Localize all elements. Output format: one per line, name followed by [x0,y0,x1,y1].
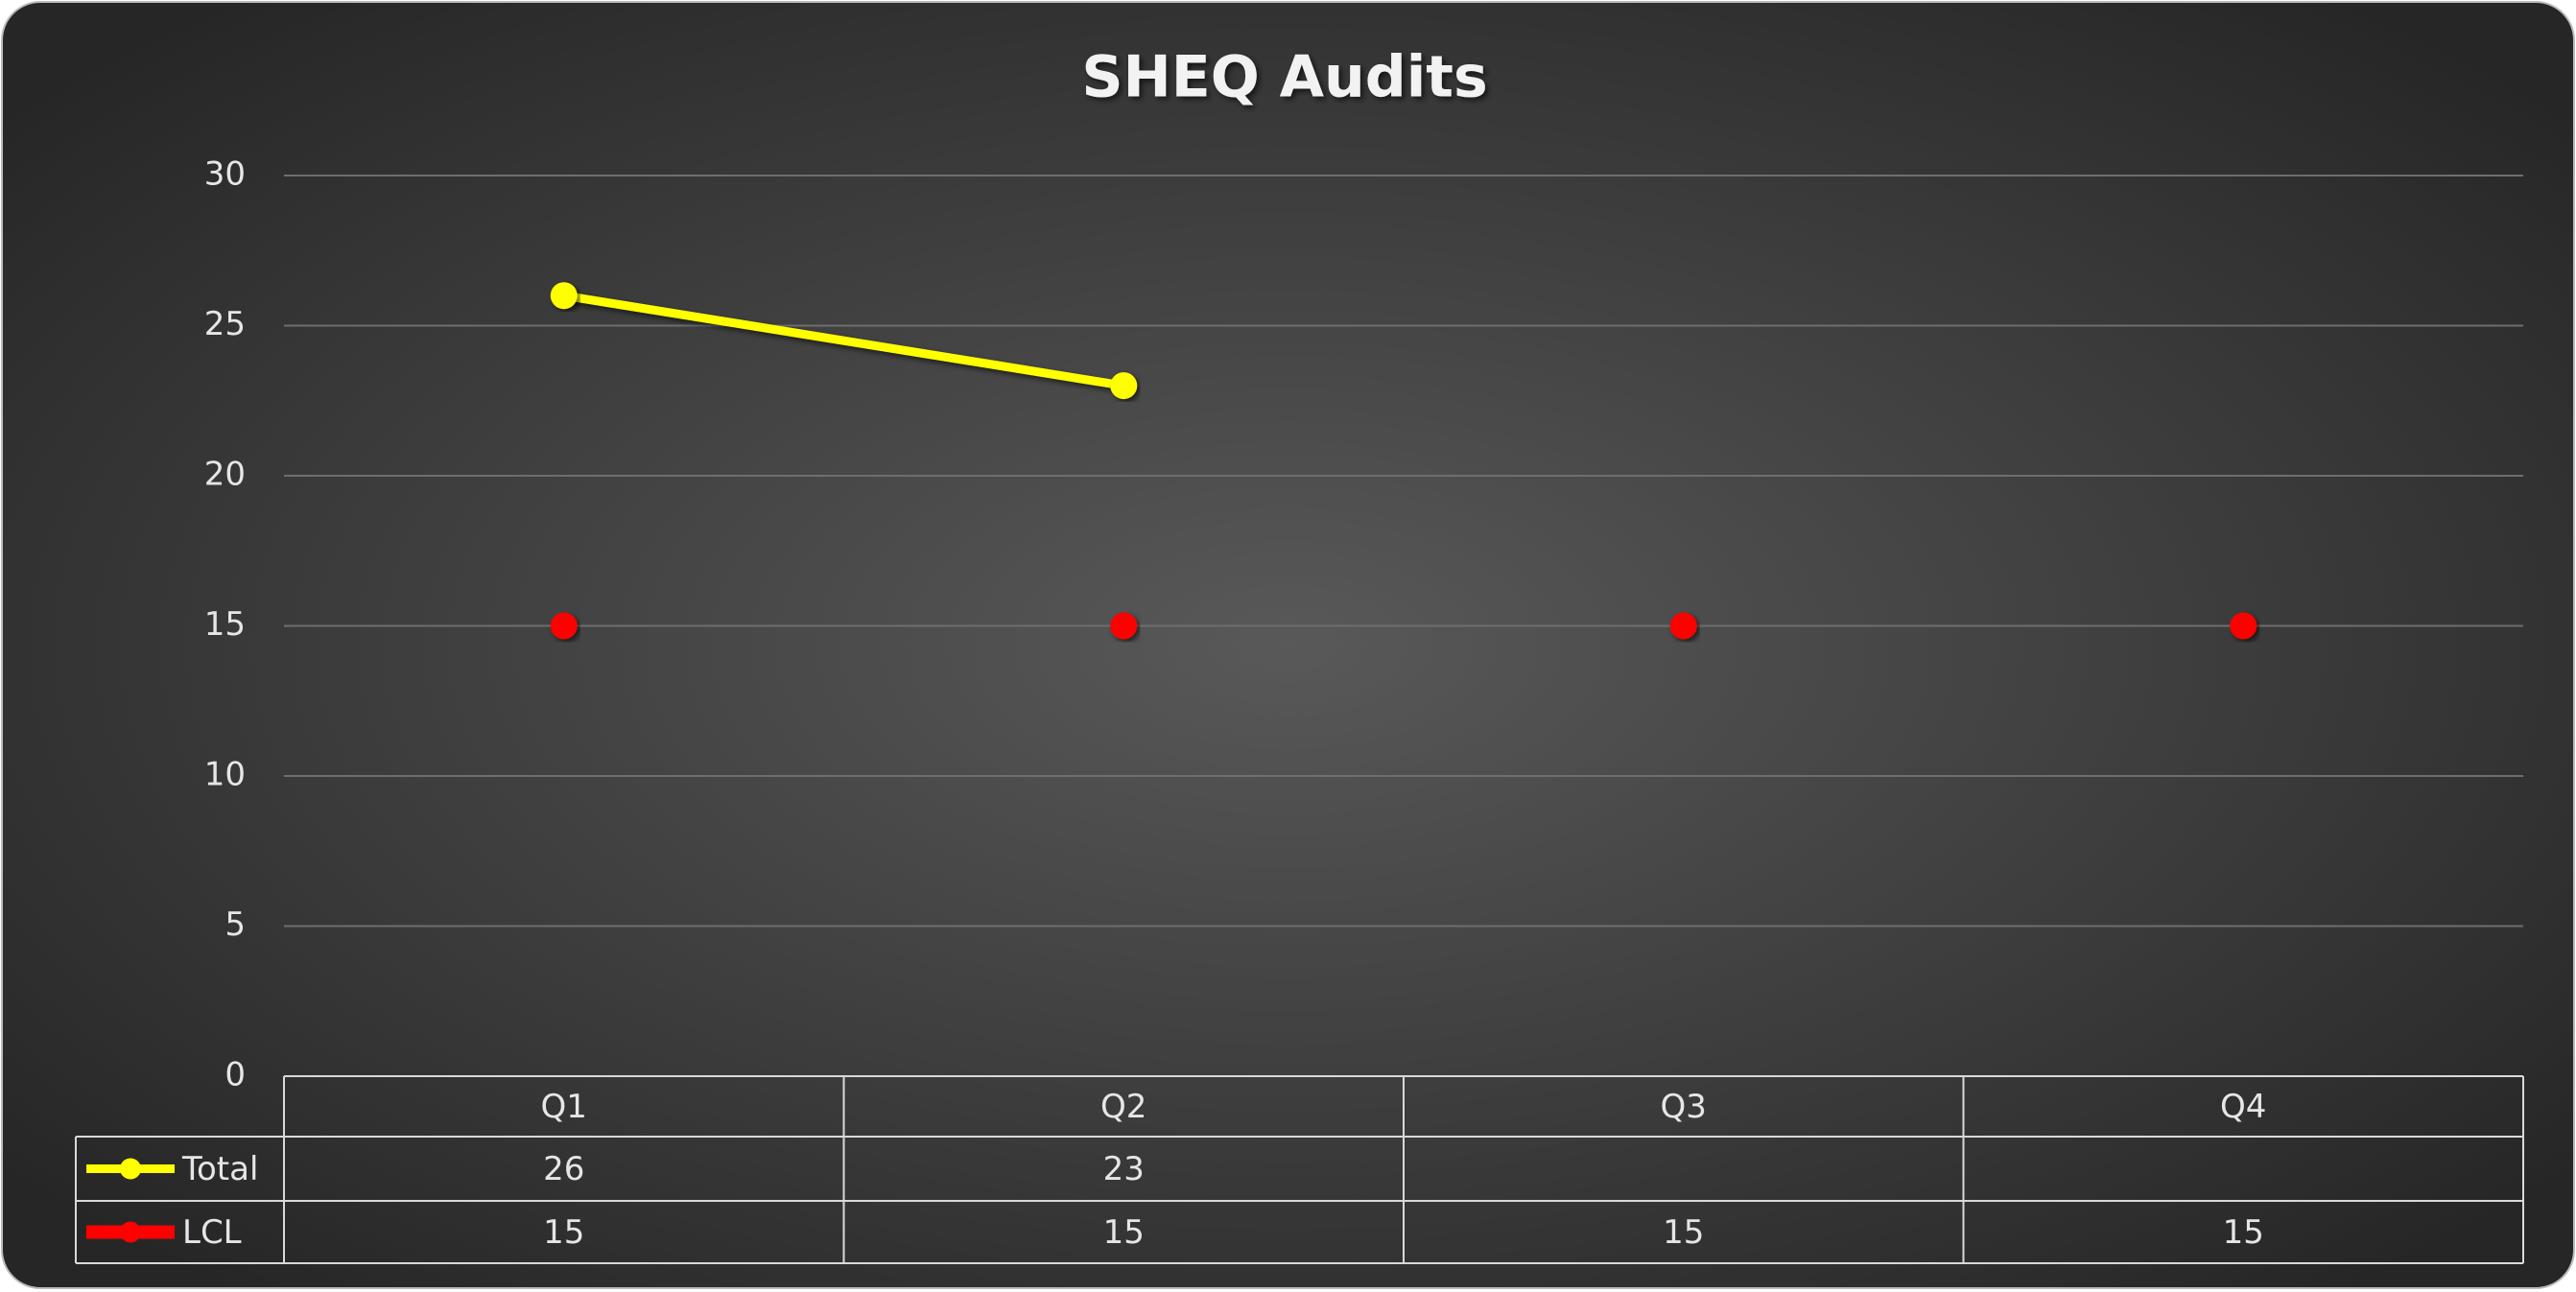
point-marker [2230,612,2257,640]
table-value: 15 [543,1213,584,1252]
point-marker [1110,372,1138,400]
table-value: 15 [1663,1213,1704,1252]
chart-title: SHEQ Audits [1081,44,1487,111]
y-tick-label: 25 [204,305,246,343]
point-marker [1110,612,1138,640]
y-tick-label: 10 [204,756,246,794]
y-tick-label: 20 [204,456,246,494]
x-tick-label: Q3 [1661,1088,1707,1126]
y-tick-label: 0 [225,1056,246,1094]
x-tick-label: Q4 [2220,1088,2266,1126]
y-tick-label: 30 [204,155,246,194]
x-tick-label: Q2 [1100,1088,1146,1126]
legend-label: LCL [182,1213,242,1252]
data-table [75,1075,2524,1264]
table-value: 15 [2223,1213,2264,1252]
table-value: 23 [1103,1150,1145,1188]
point-marker [550,612,578,640]
point-marker [1669,612,1697,640]
y-tick-label: 5 [225,905,246,944]
table-value: 15 [1103,1213,1145,1252]
x-tick-label: Q1 [541,1088,587,1126]
point-marker [550,282,578,310]
legend-label: Total [181,1150,258,1188]
series-line [559,291,1128,390]
legend-marker [120,1221,141,1243]
y-tick-label: 15 [204,605,246,644]
legend-marker [120,1158,141,1180]
table-value: 26 [543,1150,584,1188]
